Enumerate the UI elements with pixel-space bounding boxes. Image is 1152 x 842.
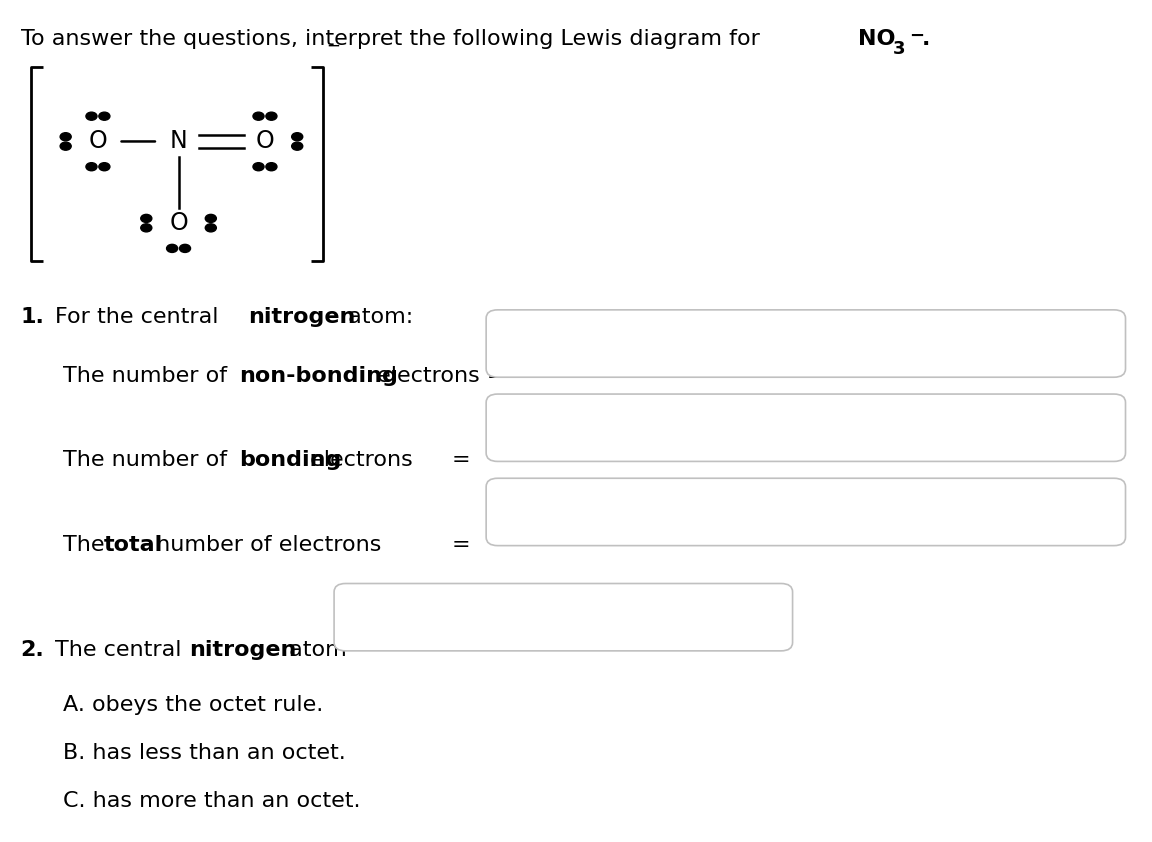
Text: O: O (89, 130, 107, 153)
Circle shape (99, 112, 109, 120)
Text: electrons: electrons (303, 450, 412, 471)
Text: atom:: atom: (341, 307, 414, 328)
Circle shape (291, 133, 303, 141)
Circle shape (253, 112, 264, 120)
Circle shape (291, 142, 303, 150)
Circle shape (86, 163, 97, 171)
Text: non-bonding: non-bonding (240, 366, 399, 386)
Text: −: − (909, 27, 924, 45)
Circle shape (180, 244, 190, 253)
Text: NO: NO (858, 29, 896, 50)
Circle shape (86, 112, 97, 120)
Text: =: = (452, 450, 470, 471)
Text: N: N (169, 130, 188, 153)
Text: C. has more than an octet.: C. has more than an octet. (63, 791, 361, 812)
Text: The number of: The number of (63, 450, 235, 471)
Circle shape (99, 163, 109, 171)
Circle shape (253, 163, 264, 171)
Circle shape (266, 112, 276, 120)
Circle shape (141, 224, 152, 232)
Text: 1.: 1. (21, 307, 45, 328)
Text: The central: The central (55, 640, 189, 660)
Text: nitrogen: nitrogen (248, 307, 355, 328)
Text: For the central: For the central (55, 307, 226, 328)
Circle shape (60, 142, 71, 150)
Text: electrons =: electrons = (370, 366, 506, 386)
Circle shape (205, 224, 217, 232)
Text: number of electrons: number of electrons (149, 535, 381, 555)
Text: To answer the questions, interpret the following Lewis diagram for: To answer the questions, interpret the f… (21, 29, 767, 50)
Circle shape (167, 244, 177, 253)
Text: total: total (104, 535, 162, 555)
Circle shape (141, 215, 152, 222)
Text: 3: 3 (893, 40, 905, 57)
FancyBboxPatch shape (334, 584, 793, 651)
Text: 2.: 2. (21, 640, 45, 660)
FancyBboxPatch shape (486, 394, 1126, 461)
Text: A. obeys the octet rule.: A. obeys the octet rule. (63, 695, 324, 715)
FancyBboxPatch shape (486, 310, 1126, 377)
Circle shape (205, 215, 217, 222)
Circle shape (60, 133, 71, 141)
Text: O: O (169, 211, 188, 235)
Text: The: The (63, 535, 112, 555)
Text: bonding: bonding (240, 450, 342, 471)
Circle shape (266, 163, 276, 171)
Text: atom: atom (282, 640, 347, 660)
Text: nitrogen: nitrogen (189, 640, 296, 660)
Text: O: O (256, 130, 274, 153)
Text: .: . (922, 29, 930, 50)
FancyBboxPatch shape (486, 478, 1126, 546)
Text: B. has less than an octet.: B. has less than an octet. (63, 743, 346, 763)
Text: =: = (452, 535, 470, 555)
Text: −: − (326, 37, 340, 55)
Text: The number of: The number of (63, 366, 235, 386)
